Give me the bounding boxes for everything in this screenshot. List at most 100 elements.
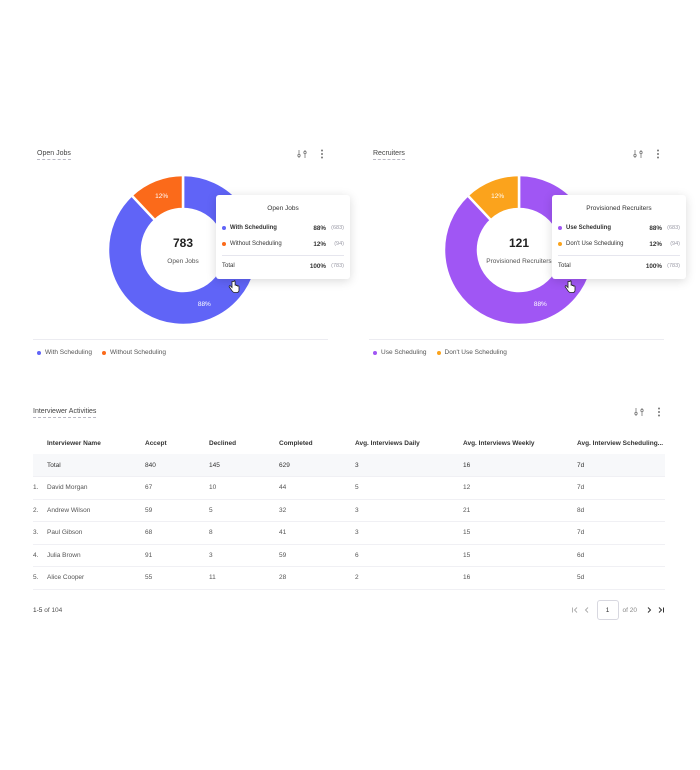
filter-sliders-icon[interactable] xyxy=(633,405,645,419)
table-cell: 3 xyxy=(355,521,463,545)
divider xyxy=(369,339,664,340)
first-page-icon[interactable] xyxy=(569,604,581,616)
table-cell: 7d xyxy=(577,521,665,545)
recruiters-tooltip: Provisioned Recruiters Use Scheduling 88… xyxy=(552,195,686,279)
open-jobs-legend: With Scheduling Without Scheduling xyxy=(37,349,176,356)
table-cell: 28 xyxy=(279,566,355,590)
table-cell: 41 xyxy=(279,521,355,545)
recruiters-total: 121 xyxy=(508,236,530,250)
tooltip-total-row: Total 100% (783) xyxy=(558,261,680,271)
tooltip-title: Open Jobs xyxy=(267,205,299,212)
open-jobs-center-label: Open Jobs xyxy=(167,258,199,265)
pagination-range: 1-5 xyxy=(33,607,43,614)
column-header[interactable]: Accept xyxy=(145,439,167,447)
table-cell: 11 xyxy=(209,566,279,590)
last-page-icon[interactable] xyxy=(655,604,667,616)
prev-page-icon[interactable] xyxy=(581,604,593,616)
open-jobs-slice[interactable] xyxy=(129,173,185,222)
table-row[interactable]: 2. Andrew Wilson 59 5 32 3 21 8d xyxy=(33,499,665,522)
hand-pointer-icon xyxy=(228,280,240,299)
table-cell: 5 xyxy=(355,476,463,500)
table-cell: 145 xyxy=(209,454,279,477)
recruiters-center-label: Provisioned Recruiters xyxy=(486,258,552,265)
tooltip-row-count: (683) xyxy=(667,225,680,231)
legend-item-use-scheduling[interactable]: Use Scheduling xyxy=(373,349,427,356)
legend-item-with-scheduling[interactable]: With Scheduling xyxy=(37,349,92,356)
hand-pointer-icon xyxy=(564,280,576,299)
table-cell: David Morgan xyxy=(47,476,145,500)
table-cell: Andrew Wilson xyxy=(47,499,145,522)
pagination-range-suffix: of 104 xyxy=(44,607,63,614)
table-cell: 3 xyxy=(209,544,279,567)
table-cell: 629 xyxy=(279,454,355,477)
table-cell: 8 xyxy=(209,521,279,545)
table-header-row: Interviewer Name Accept Declined Complet… xyxy=(33,432,665,454)
filter-sliders-icon[interactable] xyxy=(632,147,644,161)
more-vertical-icon[interactable] xyxy=(653,405,665,419)
open-jobs-tooltip: Open Jobs With Scheduling 88% (683) With… xyxy=(216,195,350,279)
table-cell: 12 xyxy=(463,476,577,500)
tooltip-total-pct: 100% xyxy=(645,262,662,270)
column-header[interactable]: Avg. Interviews Daily xyxy=(355,439,420,447)
tooltip-row: With Scheduling 88% (683) xyxy=(222,223,344,233)
tooltip-title: Provisioned Recruiters xyxy=(586,205,652,212)
open-jobs-total: 783 xyxy=(172,236,194,250)
open-jobs-slice-label: 88% xyxy=(198,301,211,308)
column-header-index xyxy=(33,432,47,454)
legend-item-dont-use-scheduling[interactable]: Don't Use Scheduling xyxy=(436,349,507,356)
column-header[interactable]: Avg. Interviews Weekly xyxy=(463,439,535,447)
row-index: 4. xyxy=(33,544,47,567)
legend-dot xyxy=(373,350,377,355)
column-header[interactable]: Declined xyxy=(209,439,237,447)
recruiters-slice-label: 12% xyxy=(491,193,504,200)
recruiters-center: 121 Provisioned Recruiters xyxy=(469,236,569,265)
row-index: 5. xyxy=(33,566,47,590)
legend-dot xyxy=(558,242,562,246)
table-cell: 16 xyxy=(463,566,577,590)
column-header[interactable]: Interviewer Name xyxy=(47,439,101,447)
table-cell: 91 xyxy=(145,544,209,567)
table-cell: 59 xyxy=(279,544,355,567)
more-vertical-icon[interactable] xyxy=(316,147,328,161)
tooltip-total-label: Total xyxy=(558,263,571,269)
page-number-input[interactable]: 1 xyxy=(596,600,619,620)
legend-dot xyxy=(37,350,41,355)
column-header[interactable]: Completed xyxy=(279,439,313,447)
table-row[interactable]: 5. Alice Cooper 55 11 28 2 16 5d xyxy=(33,566,665,590)
row-index: 2. xyxy=(33,499,47,522)
table-cell xyxy=(33,454,47,477)
tooltip-row-pct: 12% xyxy=(649,240,662,248)
table-cell: 10 xyxy=(209,476,279,500)
column-header[interactable]: Avg. Interview Scheduling... xyxy=(577,439,664,447)
open-jobs-slice-label: 12% xyxy=(155,193,168,200)
table-row[interactable]: 1. David Morgan 67 10 44 5 12 7d xyxy=(33,476,665,500)
table-row[interactable]: 3. Paul Gibson 68 8 41 3 15 7d xyxy=(33,521,665,545)
legend-dot xyxy=(558,226,562,230)
table-cell: 5d xyxy=(577,566,665,590)
table-cell: 8d xyxy=(577,499,665,522)
table-cell: 59 xyxy=(145,499,209,522)
table-cell: 67 xyxy=(145,476,209,500)
tooltip-row: Don't Use Scheduling 12% (94) xyxy=(558,239,680,249)
tooltip-divider xyxy=(558,255,680,256)
pagination-count: 1-5 of 104 xyxy=(33,607,62,614)
table-cell: 21 xyxy=(463,499,577,522)
tooltip-row-count: (683) xyxy=(331,225,344,231)
tooltip-row-pct: 12% xyxy=(313,240,326,248)
table-total-row: Total 840 145 629 3 16 7d xyxy=(33,454,665,477)
row-index: 1. xyxy=(33,476,47,500)
pagination: 1 of 20 xyxy=(569,600,667,620)
table-row[interactable]: 4. Julia Brown 91 3 59 6 15 6d xyxy=(33,544,665,567)
legend-label: Use Scheduling xyxy=(381,349,427,356)
legend-item-without-scheduling[interactable]: Without Scheduling xyxy=(101,349,166,356)
filter-sliders-icon[interactable] xyxy=(296,147,308,161)
recruiters-slice[interactable] xyxy=(465,173,521,222)
tooltip-total-row: Total 100% (783) xyxy=(222,261,344,271)
table-cell: 3 xyxy=(355,454,463,477)
more-vertical-icon[interactable] xyxy=(652,147,664,161)
table-cell: Alice Cooper xyxy=(47,566,145,590)
next-page-icon[interactable] xyxy=(643,604,655,616)
tooltip-row: Without Scheduling 12% (94) xyxy=(222,239,344,249)
legend-label: With Scheduling xyxy=(45,349,92,356)
tooltip-divider xyxy=(222,255,344,256)
